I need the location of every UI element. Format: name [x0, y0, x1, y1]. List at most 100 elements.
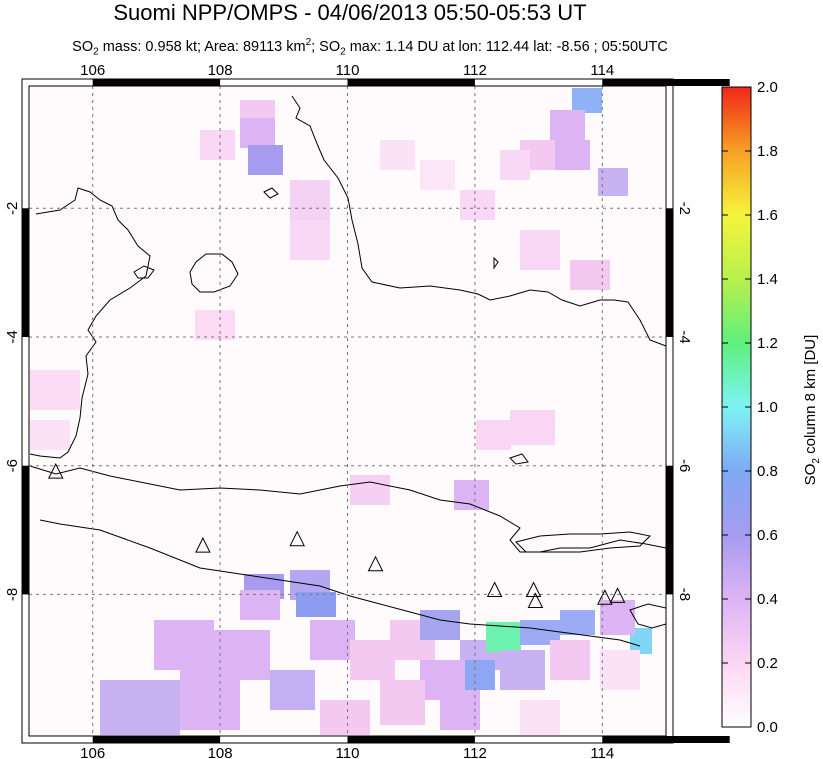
- madura-island: [515, 531, 652, 553]
- so2-pixel: [380, 140, 415, 170]
- lon-labels-top: 106 108 110 112 114: [80, 62, 614, 79]
- so2-pixel: [310, 620, 355, 660]
- so2-pixel: [290, 180, 330, 220]
- so2-pixel: [500, 150, 530, 180]
- lat-label-right: -8: [676, 588, 693, 601]
- lon-label-bottom: 114: [590, 745, 614, 759]
- volcano-icon: [195, 537, 211, 553]
- so2-pixel: [600, 650, 640, 690]
- frame-bar-top: [347, 79, 475, 86]
- frame-bar-bottom: [602, 736, 730, 743]
- subtitle-mass: mass: 0.958 kt; Area: 89113 km: [98, 38, 306, 55]
- subtitle-sup: 2: [305, 37, 312, 48]
- so2-pixel: [248, 145, 283, 175]
- map-outer-frame: [21, 78, 674, 744]
- so2-pixel: [555, 140, 590, 170]
- lon-label-top: 112: [463, 62, 487, 79]
- colorbar-tick-label: 0.0: [757, 719, 778, 736]
- colorbar-tick-label: 0.8: [757, 463, 778, 480]
- lon-label-bottom: 112: [463, 745, 487, 759]
- subtitle-sub: 2: [93, 46, 99, 58]
- graticule: [29, 86, 666, 736]
- colorbar-label: SO2 column 8 km [DU]: [802, 335, 822, 486]
- colorbar-tick-label: 0.6: [757, 527, 778, 544]
- borneo-coast: [291, 95, 667, 347]
- so2-pixel: [195, 310, 235, 340]
- so2-pixel: [290, 220, 330, 260]
- so2-pixel: [240, 118, 275, 148]
- colorbar-tick-label: 1.8: [757, 143, 778, 160]
- so2-pixel: [550, 640, 590, 680]
- frame-bar-top: [92, 79, 221, 86]
- map-frame: [28, 85, 667, 737]
- so2-pixel: [380, 680, 425, 725]
- lat-label-left: -4: [4, 330, 21, 343]
- colorbar-label-suffix: column 8 km [DU]: [802, 335, 819, 458]
- so2-pixel: [240, 590, 280, 620]
- lat-labels-right: -2 -4 -6 -8: [676, 202, 693, 601]
- lon-label-top: 114: [590, 62, 614, 79]
- bangka-island: [189, 253, 239, 293]
- so2-pixel: [500, 650, 545, 690]
- so2-pixel: [420, 160, 455, 190]
- lon-label-top: 110: [336, 62, 360, 79]
- lon-label-bottom: 106: [80, 745, 105, 759]
- colorbar-tick-label: 1.0: [757, 399, 778, 416]
- island-a: [133, 265, 155, 279]
- so2-pixel: [180, 670, 240, 730]
- colorbar-label-prefix: SO: [802, 464, 819, 486]
- java-north-coast: [29, 465, 667, 553]
- volcano-icon: [527, 592, 544, 608]
- so2-pixel: [600, 600, 635, 635]
- colorbar-tick-label: 1.6: [757, 207, 778, 224]
- java-south-coast: [39, 519, 641, 647]
- so2-pixel: [30, 420, 70, 450]
- subtitle-max: max: 1.14 DU at lon: 112.44 lat: -8.56 ;…: [345, 38, 668, 55]
- so2-pixel: [570, 260, 610, 290]
- colorbar-tick-label: 2.0: [757, 79, 778, 96]
- frame-bar-left: [22, 465, 29, 595]
- frame-bar-top: [602, 79, 730, 86]
- so2-pixel: [598, 168, 628, 196]
- lat-label-right: -4: [676, 330, 693, 343]
- lat-label-left: -8: [4, 588, 21, 601]
- subtitle-so2: SO: [72, 38, 94, 55]
- volcano-markers: [47, 463, 626, 608]
- lat-label-left: -2: [4, 202, 21, 215]
- coastlines: [29, 95, 667, 647]
- lat-label-right: -2: [676, 202, 693, 215]
- so2-pixel: [454, 480, 489, 510]
- so2-pixel: [200, 130, 235, 160]
- so2-pixel: [440, 690, 480, 730]
- subtitle-so2-tail: ; SO: [311, 38, 341, 55]
- so2-pixel: [350, 475, 390, 505]
- frame-bar-left: [22, 208, 29, 337]
- so2-pixel: [550, 110, 585, 140]
- lon-label-bottom: 110: [336, 745, 360, 759]
- so2-pixel: [510, 410, 555, 445]
- colorbar-label-sub: 2: [811, 458, 822, 464]
- colorbar-tick-label: 0.4: [757, 591, 778, 608]
- colorbar-tick-label: 1.4: [757, 271, 778, 288]
- sumatra-coast: [29, 187, 151, 459]
- so2-pixel: [460, 660, 495, 690]
- lat-labels-left: -2 -4 -6 -8: [4, 202, 21, 601]
- colorbar-tick-label: 1.2: [757, 335, 778, 352]
- so2-pixel: [100, 680, 180, 735]
- lon-label-bottom: 108: [208, 745, 233, 759]
- so2-pixel: [520, 700, 560, 735]
- lon-label-top: 108: [208, 62, 233, 79]
- so2-pixel-layer: [30, 88, 652, 735]
- so2-pixel: [572, 88, 602, 113]
- so2-pixel: [520, 230, 560, 270]
- volcano-icon: [367, 555, 384, 572]
- map-title: Suomi NPP/OMPS - 04/06/2013 05:50-05:53 …: [113, 0, 587, 25]
- volcano-icon: [609, 587, 626, 603]
- frame-bar-bottom: [347, 736, 475, 743]
- so2-pixel: [476, 420, 511, 450]
- so2-pixel: [420, 610, 460, 640]
- frame-bar-bottom: [92, 736, 221, 743]
- island-c: [509, 453, 529, 465]
- frame-bar-right: [666, 208, 673, 337]
